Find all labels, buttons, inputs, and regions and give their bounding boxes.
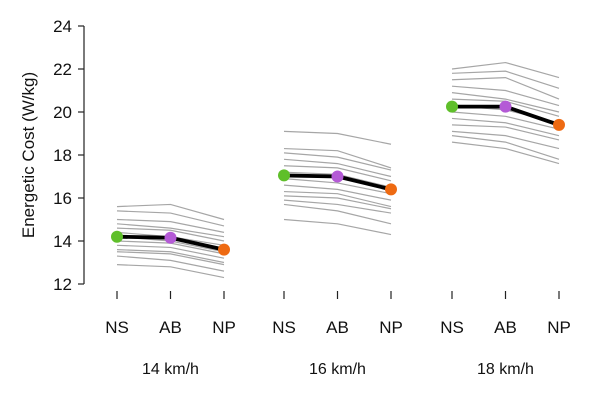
individual-line: [116, 210, 225, 227]
individual-line: [283, 190, 392, 208]
mean-point-np: [385, 183, 397, 196]
x-tick-label-ab: AB: [159, 318, 182, 337]
individual-line: [116, 244, 225, 259]
y-tick-label: 18: [53, 146, 72, 165]
individual-line: [116, 255, 225, 272]
individual-line: [451, 124, 560, 141]
y-tick-label: 22: [53, 60, 72, 79]
individual-line: [283, 130, 392, 145]
individual-line: [283, 218, 392, 236]
individual-line: [116, 264, 225, 279]
mean-lines: [111, 100, 565, 256]
x-tick-label-ns: NS: [272, 318, 296, 337]
individual-line: [116, 223, 225, 238]
mean-point-np: [553, 118, 565, 131]
individual-line: [451, 76, 560, 100]
y-tick-label: 24: [53, 17, 72, 36]
y-tick-label: 16: [53, 189, 72, 208]
mean-point-ns: [111, 230, 123, 243]
individual-line: [283, 178, 392, 195]
mean-point-ab: [499, 100, 512, 113]
individual-line: [283, 147, 392, 169]
individual-line: [283, 195, 392, 210]
individual-lines: [116, 61, 560, 279]
y-tick-label: 14: [53, 232, 72, 251]
group-label: 18 km/h: [477, 361, 534, 378]
individual-line: [116, 218, 225, 233]
y-tick-label: 12: [53, 275, 72, 294]
individual-line: [451, 61, 560, 79]
individual-line: [451, 85, 560, 107]
individual-line: [283, 165, 392, 182]
individual-line: [451, 135, 560, 160]
y-tick-label: 20: [53, 103, 72, 122]
mean-point-ab: [331, 170, 344, 183]
individual-line: [116, 249, 225, 264]
x-tick-label-ab: AB: [326, 318, 349, 337]
x-tick-label-ns: NS: [105, 318, 129, 337]
y-axis-label: Energetic Cost (W/kg): [19, 72, 38, 238]
x-tick-label-np: NP: [379, 318, 403, 337]
axes: 12 14 16 18 20 22 24: [53, 17, 560, 299]
individual-line: [451, 111, 560, 130]
individual-line: [451, 141, 560, 165]
individual-line: [116, 251, 225, 266]
mean-point-np: [218, 243, 230, 256]
x-tick-label-ns: NS: [440, 318, 464, 337]
x-tick-label-np: NP: [212, 318, 236, 337]
individual-line: [283, 184, 392, 201]
x-tick-label-ab: AB: [494, 318, 517, 337]
individual-line: [451, 117, 560, 137]
x-tick-label-np: NP: [547, 318, 571, 337]
mean-point-ns: [446, 100, 458, 113]
individual-line: [283, 158, 392, 178]
axis-labels: Energetic Cost (W/kg) NS AB NP 14 km/h NS AB NP…: [19, 72, 571, 378]
mean-point-ns: [278, 169, 290, 182]
group-label: 16 km/h: [309, 361, 366, 378]
individual-line: [451, 92, 560, 113]
mean-point-ab: [164, 231, 177, 244]
group-label: 14 km/h: [142, 361, 199, 378]
individual-line: [283, 152, 392, 171]
individual-line: [283, 199, 392, 214]
individual-line: [116, 203, 225, 221]
individual-line: [451, 130, 560, 150]
individual-line: [116, 227, 225, 242]
individual-line: [451, 70, 560, 89]
individual-line: [283, 203, 392, 225]
